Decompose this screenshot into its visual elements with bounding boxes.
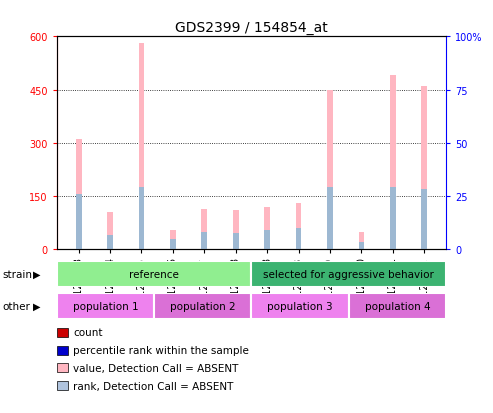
Text: ▶: ▶ bbox=[33, 301, 41, 311]
Text: count: count bbox=[73, 328, 103, 337]
Bar bbox=[107, 236, 113, 250]
Bar bbox=[264, 230, 270, 250]
Bar bbox=[251, 293, 349, 319]
Bar bbox=[358, 232, 364, 250]
Bar bbox=[349, 293, 446, 319]
Bar bbox=[202, 232, 207, 250]
Text: population 3: population 3 bbox=[267, 301, 333, 311]
Bar bbox=[202, 209, 207, 250]
Bar bbox=[170, 230, 176, 250]
Title: GDS2399 / 154854_at: GDS2399 / 154854_at bbox=[175, 21, 328, 35]
Bar bbox=[57, 293, 154, 319]
Bar bbox=[76, 195, 81, 250]
Text: percentile rank within the sample: percentile rank within the sample bbox=[73, 345, 249, 355]
Text: other: other bbox=[2, 301, 31, 311]
Bar bbox=[233, 211, 239, 250]
Text: ▶: ▶ bbox=[33, 269, 41, 279]
Text: value, Detection Call = ABSENT: value, Detection Call = ABSENT bbox=[73, 363, 239, 373]
Bar bbox=[327, 188, 333, 250]
Text: population 2: population 2 bbox=[170, 301, 236, 311]
Bar bbox=[251, 261, 446, 287]
Text: reference: reference bbox=[129, 269, 179, 279]
Bar bbox=[139, 44, 144, 250]
Text: rank, Detection Call = ABSENT: rank, Detection Call = ABSENT bbox=[73, 381, 234, 391]
Bar bbox=[422, 87, 427, 250]
Bar bbox=[107, 213, 113, 250]
Bar bbox=[76, 140, 81, 250]
Bar bbox=[296, 204, 301, 250]
Bar bbox=[170, 239, 176, 250]
Bar bbox=[154, 293, 251, 319]
Bar bbox=[422, 190, 427, 250]
Bar bbox=[390, 76, 395, 250]
Bar bbox=[296, 229, 301, 250]
Text: population 4: population 4 bbox=[365, 301, 430, 311]
Text: population 1: population 1 bbox=[72, 301, 138, 311]
Text: strain: strain bbox=[2, 269, 33, 279]
Text: selected for aggressive behavior: selected for aggressive behavior bbox=[263, 269, 434, 279]
Bar bbox=[327, 90, 333, 250]
Bar bbox=[358, 243, 364, 250]
Bar bbox=[139, 188, 144, 250]
Bar bbox=[57, 261, 251, 287]
Bar bbox=[233, 234, 239, 250]
Bar bbox=[264, 207, 270, 250]
Bar bbox=[390, 188, 395, 250]
